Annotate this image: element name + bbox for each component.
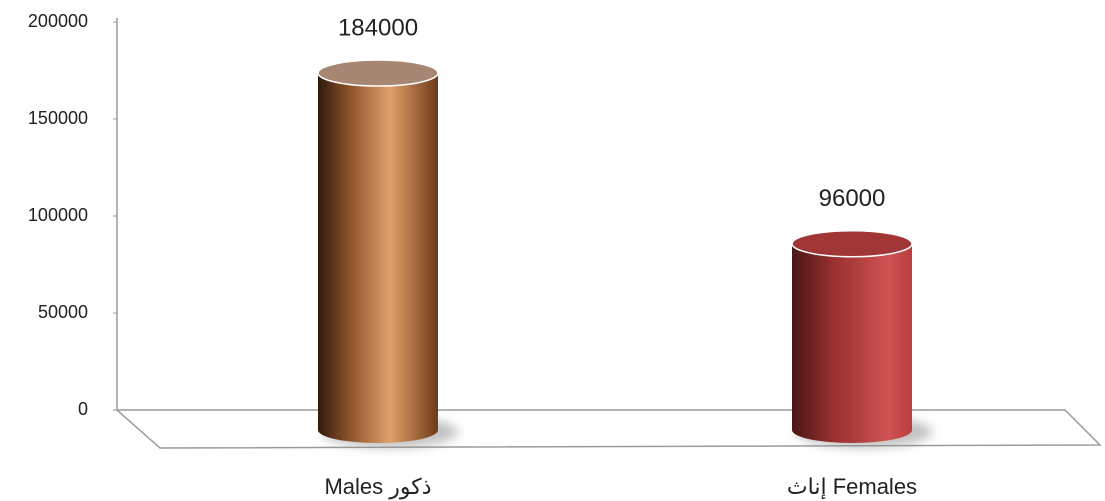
y-tick-label: 0 — [78, 399, 88, 419]
value-label: 96000 — [819, 185, 886, 212]
x-tick-label: إناث Females — [787, 474, 917, 500]
bar — [792, 243, 912, 443]
bar — [318, 73, 438, 443]
y-tick-label: 50000 — [38, 302, 88, 322]
axes-frame — [115, 18, 1102, 449]
bar-top — [317, 59, 439, 87]
y-tick-label: 150000 — [28, 108, 88, 128]
bar-top — [791, 230, 913, 258]
value-label: 184000 — [338, 14, 418, 41]
y-tick-label: 200000 — [28, 11, 88, 31]
x-tick-label: Males ذكور — [324, 474, 431, 499]
y-tick-label: 100000 — [28, 205, 88, 225]
